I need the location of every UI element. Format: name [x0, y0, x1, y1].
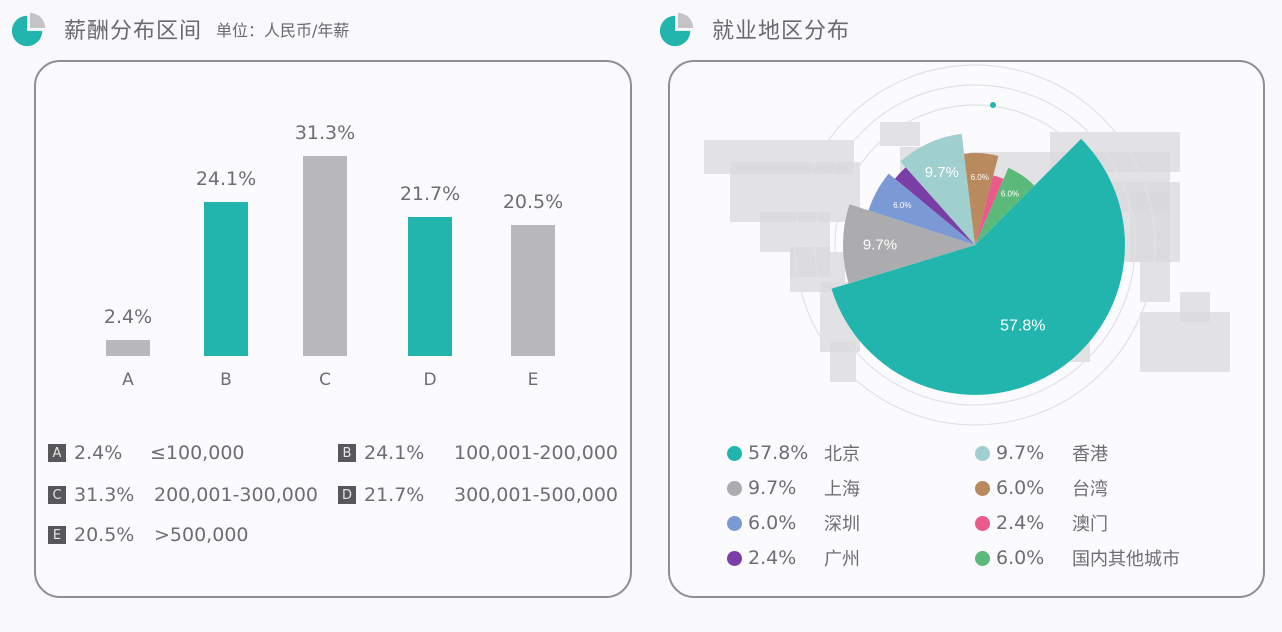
- legend-region-name: 广州: [824, 549, 860, 570]
- region-legend-item: 2.4% 澳门: [975, 510, 1108, 536]
- legend-percent: 20.5%: [74, 524, 135, 546]
- legend-percent: 31.3%: [74, 484, 135, 506]
- pie-slice: [843, 204, 975, 284]
- bar-category-label: A: [122, 370, 134, 390]
- salary-section-header: 薪酬分布区间 单位：人民币/年薪: [10, 10, 349, 48]
- pie-chart-icon: [659, 12, 694, 47]
- legend-region-name: 深圳: [824, 514, 860, 535]
- legend-salary-range: ≤100,000: [150, 442, 245, 464]
- pie-slice-label: 9.7%: [925, 164, 959, 181]
- legend-salary-range: 300,001-500,000: [454, 484, 618, 506]
- legend-percent: 24.1%: [364, 442, 425, 464]
- legend-region-name: 上海: [824, 479, 860, 500]
- pie-slice-label: 9.7%: [863, 236, 897, 253]
- bar-value-label: 2.4%: [103, 306, 153, 328]
- legend-dot-icon: [727, 550, 742, 566]
- bar-value-label: 20.5%: [502, 191, 564, 213]
- legend-percent: 2.4%: [74, 442, 123, 464]
- legend-dot-icon: [975, 515, 990, 531]
- legend-key-box: B: [338, 444, 356, 462]
- bar-category-label: E: [527, 370, 539, 390]
- salary-legend-item: D 21.7% 300,001-500,000: [338, 484, 618, 506]
- pie-slice: [831, 138, 1125, 395]
- pie-slice-label: 6.0%: [971, 173, 989, 182]
- legend-dot-icon: [975, 550, 990, 566]
- legend-percent: 2.4%: [748, 547, 797, 569]
- salary-legend-item: B 24.1% 100,001-200,000: [338, 442, 618, 464]
- pie-slice-label: 6.0%: [1001, 189, 1019, 198]
- region-legend-item: 9.7% 上海: [727, 475, 860, 501]
- legend-percent: 9.7%: [996, 442, 1045, 464]
- legend-percent: 6.0%: [748, 512, 797, 534]
- region-legend-item: 2.4% 广州: [727, 545, 860, 571]
- pie-slice: [900, 133, 975, 245]
- bar-value-label: 24.1%: [195, 168, 257, 190]
- pie-slice: [975, 167, 1035, 245]
- legend-dot-icon: [975, 445, 990, 461]
- bar-c: [303, 156, 347, 356]
- pie-slice: [894, 167, 975, 245]
- legend-salary-range: 200,001-300,000: [154, 484, 318, 506]
- pie-slice: [975, 175, 1004, 245]
- legend-key-box: A: [48, 444, 66, 462]
- salary-legend-item: E 20.5% >500,000: [48, 524, 249, 546]
- legend-region-name: 澳门: [1072, 514, 1108, 535]
- legend-dot-icon: [727, 515, 742, 531]
- legend-dot-icon: [727, 445, 742, 461]
- legend-region-name: 香港: [1072, 444, 1108, 465]
- legend-percent: 9.7%: [748, 477, 797, 499]
- salary-legend-item: C 31.3% 200,001-300,000: [48, 484, 318, 506]
- bar-category-label: C: [319, 370, 331, 390]
- legend-region-name: 北京: [824, 444, 860, 465]
- salary-legend-item: A 2.4% ≤100,000: [48, 442, 245, 464]
- bar-category-label: B: [220, 370, 232, 390]
- bar-b: [204, 202, 248, 356]
- region-legend-item: 57.8% 北京: [727, 440, 860, 466]
- pie-slice-label: 6.0%: [893, 201, 911, 210]
- bar-e: [511, 225, 555, 356]
- pie-slice-label: 57.8%: [1000, 317, 1045, 334]
- legend-salary-range: 100,001-200,000: [454, 442, 618, 464]
- legend-key-box: C: [48, 486, 66, 504]
- legend-key-box: E: [48, 526, 66, 544]
- legend-salary-range: >500,000: [154, 524, 249, 546]
- region-legend-item: 6.0% 国内其他城市: [975, 545, 1180, 571]
- salary-bar-chart: 2.4% A 24.1% B 31.3% C 21.7% D 20.5% E: [36, 62, 630, 402]
- pie-labels: 57.8% 9.7% 6.0% 9.7% 6.0% 6.0%: [863, 164, 1046, 335]
- region-pie-chart: 57.8% 9.7% 6.0% 9.7% 6.0% 6.0%: [704, 64, 1230, 426]
- bar-a: [106, 340, 150, 356]
- region-section-header: 就业地区分布: [658, 10, 850, 48]
- region-legend-item: 6.0% 深圳: [727, 510, 860, 536]
- legend-region-name: 国内其他城市: [1072, 549, 1180, 570]
- bar-value-label: 31.3%: [294, 122, 356, 144]
- pie-slices: [831, 133, 1125, 395]
- region-chart-panel: 57.8% 9.7% 6.0% 9.7% 6.0% 6.0% 57.8% 北京 9.7% 上海 6…: [668, 60, 1265, 598]
- salary-unit-label: 单位：人民币/年薪: [216, 21, 350, 40]
- legend-key-box: D: [338, 486, 356, 504]
- legend-percent: 6.0%: [996, 477, 1045, 499]
- bar-d: [408, 217, 452, 356]
- bar-value-label: 21.7%: [399, 183, 461, 206]
- salary-section-title: 薪酬分布区间: [64, 19, 203, 44]
- pie-slice: [964, 153, 999, 245]
- bar-category-label: D: [423, 370, 437, 390]
- legend-dot-icon: [727, 480, 742, 496]
- legend-dot-icon: [975, 480, 990, 496]
- region-section-title: 就业地区分布: [712, 19, 851, 44]
- legend-percent: 6.0%: [996, 547, 1045, 569]
- legend-percent: 57.8%: [748, 442, 809, 464]
- legend-percent: 21.7%: [364, 484, 425, 506]
- region-legend-item: 9.7% 香港: [975, 440, 1108, 466]
- pie-chart-icon: [11, 12, 46, 47]
- pie-slice: [868, 173, 975, 245]
- salary-chart-panel: 2.4% A 24.1% B 31.3% C 21.7% D 20.5% E A 2.4% ≤100,…: [34, 60, 632, 598]
- legend-percent: 2.4%: [996, 512, 1045, 534]
- region-legend-item: 6.0% 台湾: [975, 475, 1108, 501]
- legend-region-name: 台湾: [1072, 479, 1108, 500]
